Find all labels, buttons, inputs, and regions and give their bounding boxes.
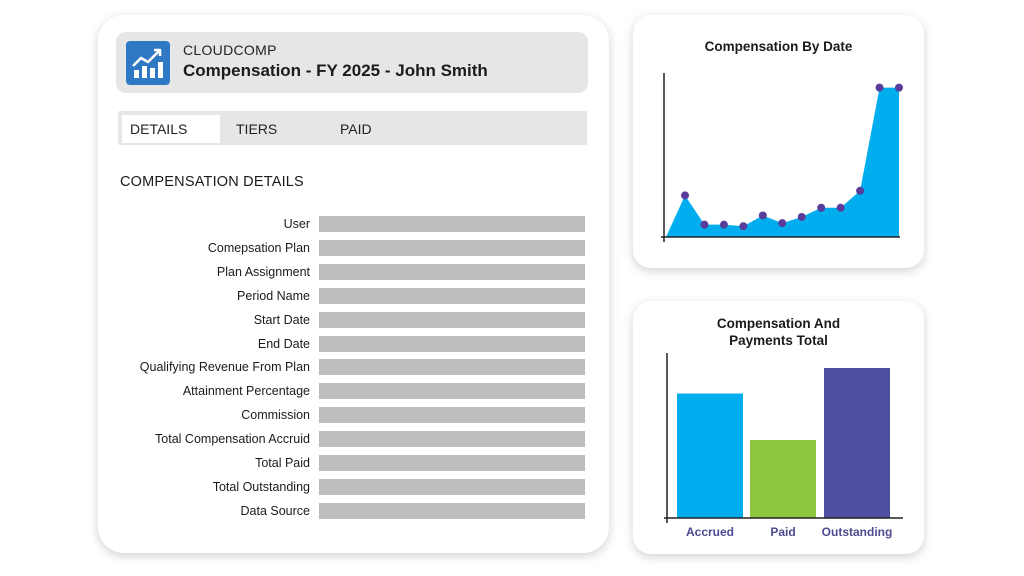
detail-label: Period Name bbox=[237, 288, 310, 303]
area-series bbox=[666, 87, 899, 238]
detail-label: Total Paid bbox=[255, 456, 310, 470]
detail-row: Commission bbox=[98, 406, 609, 424]
detail-row: Comepsation Plan bbox=[98, 239, 609, 257]
tab-bar: DETAILS TIERS PAID bbox=[118, 111, 587, 145]
detail-value-placeholder bbox=[319, 407, 585, 424]
chart-title-line-1: Compensation And bbox=[716, 316, 841, 331]
detail-label: Total Compensation Accruid bbox=[155, 432, 310, 447]
detail-label: Commission bbox=[241, 408, 310, 423]
detail-label: Data Source bbox=[240, 503, 310, 518]
detail-label: Qualifying Revenue From Plan bbox=[139, 360, 310, 375]
detail-row: Period Name bbox=[98, 287, 609, 305]
detail-label: End Date bbox=[257, 336, 310, 351]
detail-value-placeholder bbox=[319, 431, 585, 448]
detail-label: Plan Assignment bbox=[216, 264, 310, 279]
data-point bbox=[817, 203, 826, 212]
category-label: Paid bbox=[770, 525, 795, 539]
detail-value-placeholder bbox=[319, 502, 585, 519]
detail-value-placeholder bbox=[319, 263, 585, 280]
chart-title: Compensation By Date bbox=[704, 39, 853, 54]
bar-accrued bbox=[677, 393, 743, 518]
detail-label: User bbox=[283, 217, 310, 231]
tab-tiers[interactable]: TIERS bbox=[236, 121, 278, 137]
detail-row: Total Compensation Accruid bbox=[98, 430, 609, 448]
detail-row: Start Date bbox=[98, 311, 609, 329]
data-point bbox=[739, 222, 748, 231]
detail-value-placeholder bbox=[319, 216, 585, 232]
compensation-by-date-chart bbox=[661, 73, 903, 242]
data-point bbox=[797, 212, 806, 221]
detail-label: Total Outstanding bbox=[212, 479, 310, 494]
app-header: CLOUDCOMP Compensation - FY 2025 - John … bbox=[116, 32, 588, 93]
detail-value-placeholder bbox=[319, 455, 585, 471]
detail-row: Data Source bbox=[98, 502, 609, 520]
data-point bbox=[778, 219, 787, 228]
compensation-payments-chart: Accrued Paid Outstanding bbox=[664, 353, 903, 539]
detail-value-placeholder bbox=[319, 359, 585, 376]
tab-paid[interactable]: PAID bbox=[340, 121, 372, 137]
compensation-details-card: CLOUDCOMP Compensation - FY 2025 - John … bbox=[98, 15, 609, 553]
detail-row: Attainment Percentage bbox=[98, 382, 609, 400]
category-label: Outstanding bbox=[822, 525, 893, 539]
detail-row: User bbox=[98, 215, 609, 233]
data-point bbox=[875, 83, 884, 92]
detail-row: Total Outstanding bbox=[98, 478, 609, 496]
detail-label: Comepsation Plan bbox=[207, 240, 310, 255]
detail-label: Attainment Percentage bbox=[182, 384, 310, 399]
bar-outstanding bbox=[824, 368, 890, 518]
page-title: Compensation - FY 2025 - John Smith bbox=[183, 61, 488, 80]
section-title: COMPENSATION DETAILS bbox=[120, 174, 304, 190]
bar-paid bbox=[750, 440, 816, 518]
compensation-payments-total-card: Compensation And Payments Total Accrued P… bbox=[633, 301, 924, 554]
data-point bbox=[719, 220, 728, 229]
detail-label: Start Date bbox=[253, 312, 310, 327]
data-point bbox=[836, 203, 845, 212]
trending-up-chart-icon bbox=[126, 41, 170, 85]
chart-title-line-2: Payments Total bbox=[729, 333, 828, 348]
detail-value-placeholder bbox=[319, 239, 585, 256]
detail-value-placeholder bbox=[319, 478, 585, 495]
detail-value-placeholder bbox=[319, 311, 585, 328]
tab-details[interactable]: DETAILS bbox=[122, 115, 220, 143]
data-point bbox=[856, 186, 865, 195]
compensation-by-date-card: Compensation By Date bbox=[633, 15, 924, 268]
chart-title: Compensation And Payments Total bbox=[633, 315, 924, 349]
data-point bbox=[700, 220, 709, 229]
brand-name: CLOUDCOMP bbox=[183, 42, 277, 58]
detail-row: End Date bbox=[98, 335, 609, 353]
detail-value-placeholder bbox=[319, 335, 585, 352]
data-point bbox=[895, 83, 903, 92]
detail-row: Plan Assignment bbox=[98, 263, 609, 281]
data-point bbox=[681, 191, 689, 200]
detail-value-placeholder bbox=[319, 287, 585, 304]
category-label: Accrued bbox=[686, 525, 734, 539]
detail-value-placeholder bbox=[319, 383, 585, 400]
detail-row: Total Paid bbox=[98, 454, 609, 472]
detail-row: Qualifying Revenue From Plan bbox=[98, 358, 609, 376]
data-point bbox=[758, 211, 767, 220]
